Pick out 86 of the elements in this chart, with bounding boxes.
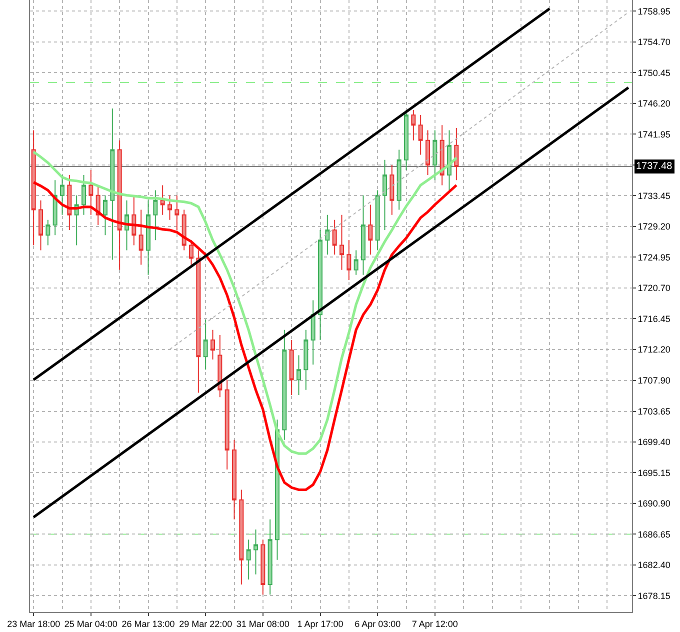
y-tick-label: 1720.70 xyxy=(638,283,670,294)
candlestick xyxy=(454,128,459,181)
candlestick xyxy=(210,329,216,360)
candlestick xyxy=(239,489,244,586)
candlestick xyxy=(318,230,323,340)
candlestick xyxy=(325,214,330,256)
y-tick-label: 1716.45 xyxy=(638,314,670,324)
candlestick xyxy=(188,240,194,266)
y-tick-label: 1746.20 xyxy=(638,98,670,109)
candlestick xyxy=(396,149,402,210)
candlestick xyxy=(167,194,172,220)
y-tick-label: 1750.45 xyxy=(638,68,670,78)
y-tick-label: 1682.40 xyxy=(638,560,670,570)
candlestick xyxy=(296,354,302,396)
candlestick xyxy=(411,109,416,141)
x-tick-label: 6 Apr 03:00 xyxy=(354,618,401,629)
candlestick xyxy=(38,200,44,251)
candlestick xyxy=(382,159,388,231)
candlestick xyxy=(232,439,237,520)
candlestick xyxy=(304,329,308,390)
ref-line-label: 1737.48 xyxy=(636,161,673,172)
candlestick xyxy=(346,240,352,280)
candlestick xyxy=(102,194,108,236)
candlestick xyxy=(425,130,430,176)
x-tick-label: 1 Apr 17:00 xyxy=(297,618,344,629)
candlestick xyxy=(339,214,344,270)
candlestick xyxy=(60,174,65,216)
y-tick-label: 1690.90 xyxy=(638,498,670,509)
candlestick xyxy=(246,539,251,580)
candlestick xyxy=(375,190,380,251)
candlestick xyxy=(253,529,258,575)
candlestick xyxy=(332,219,337,256)
candlestick xyxy=(203,319,208,370)
y-tick-label: 1703.65 xyxy=(638,406,670,416)
y-tick-label: 1695.15 xyxy=(638,468,670,478)
candlestick xyxy=(368,204,373,256)
candlestick xyxy=(289,340,294,396)
x-tick-label: 7 Apr 12:00 xyxy=(412,618,458,629)
candlestick xyxy=(418,114,423,156)
candlestick xyxy=(153,190,158,241)
y-tick-label: 1712.20 xyxy=(638,344,670,355)
y-tick-label: 1729.20 xyxy=(638,222,670,232)
candlestick xyxy=(390,164,394,216)
candlestick xyxy=(52,180,58,236)
y-tick-label: 1754.70 xyxy=(638,37,670,48)
candlestick xyxy=(117,140,122,270)
candlestick xyxy=(124,200,130,251)
candlestick xyxy=(446,130,452,191)
candlestick xyxy=(110,108,115,260)
x-tick-label: 25 Mar 04:00 xyxy=(64,618,118,629)
candlestick xyxy=(88,170,94,216)
candlestick xyxy=(132,194,136,246)
line-series xyxy=(32,150,458,455)
candlestick xyxy=(160,184,165,216)
candlestick xyxy=(224,379,230,470)
y-tick-label: 1741.95 xyxy=(638,129,670,140)
candlestick xyxy=(182,209,186,251)
candlestick xyxy=(440,124,444,186)
candlestick xyxy=(282,329,287,440)
candlestick xyxy=(146,200,151,276)
candlestick xyxy=(46,219,50,246)
candlestick xyxy=(310,300,316,366)
x-tick-label: 29 Mar 22:00 xyxy=(179,618,232,629)
candlestick xyxy=(196,250,201,394)
line-series xyxy=(32,181,458,492)
candlestick xyxy=(174,194,180,231)
x-tick-label: 26 Mar 13:00 xyxy=(122,618,175,629)
y-tick-label: 1724.95 xyxy=(638,252,670,262)
candlestick xyxy=(31,130,36,246)
x-tick-label: 31 Mar 08:00 xyxy=(236,618,290,629)
candlestick xyxy=(138,209,144,266)
candlestick xyxy=(260,539,266,596)
x-tick-label: 23 Mar 18:00 xyxy=(7,618,60,629)
candlestick xyxy=(67,174,72,231)
candlestick xyxy=(432,130,438,181)
y-tick-label: 1707.90 xyxy=(638,376,670,386)
y-tick-label: 1758.95 xyxy=(638,6,670,16)
y-tick-label: 1678.15 xyxy=(638,590,670,601)
candlestick xyxy=(218,334,222,398)
y-tick-label: 1733.45 xyxy=(638,190,670,201)
candlestick xyxy=(354,250,358,276)
candlestick xyxy=(268,518,272,596)
candlestick xyxy=(360,194,366,276)
y-tick-label: 1699.40 xyxy=(638,437,670,448)
candlestick xyxy=(81,174,86,216)
y-tick-label: 1686.65 xyxy=(638,529,670,540)
